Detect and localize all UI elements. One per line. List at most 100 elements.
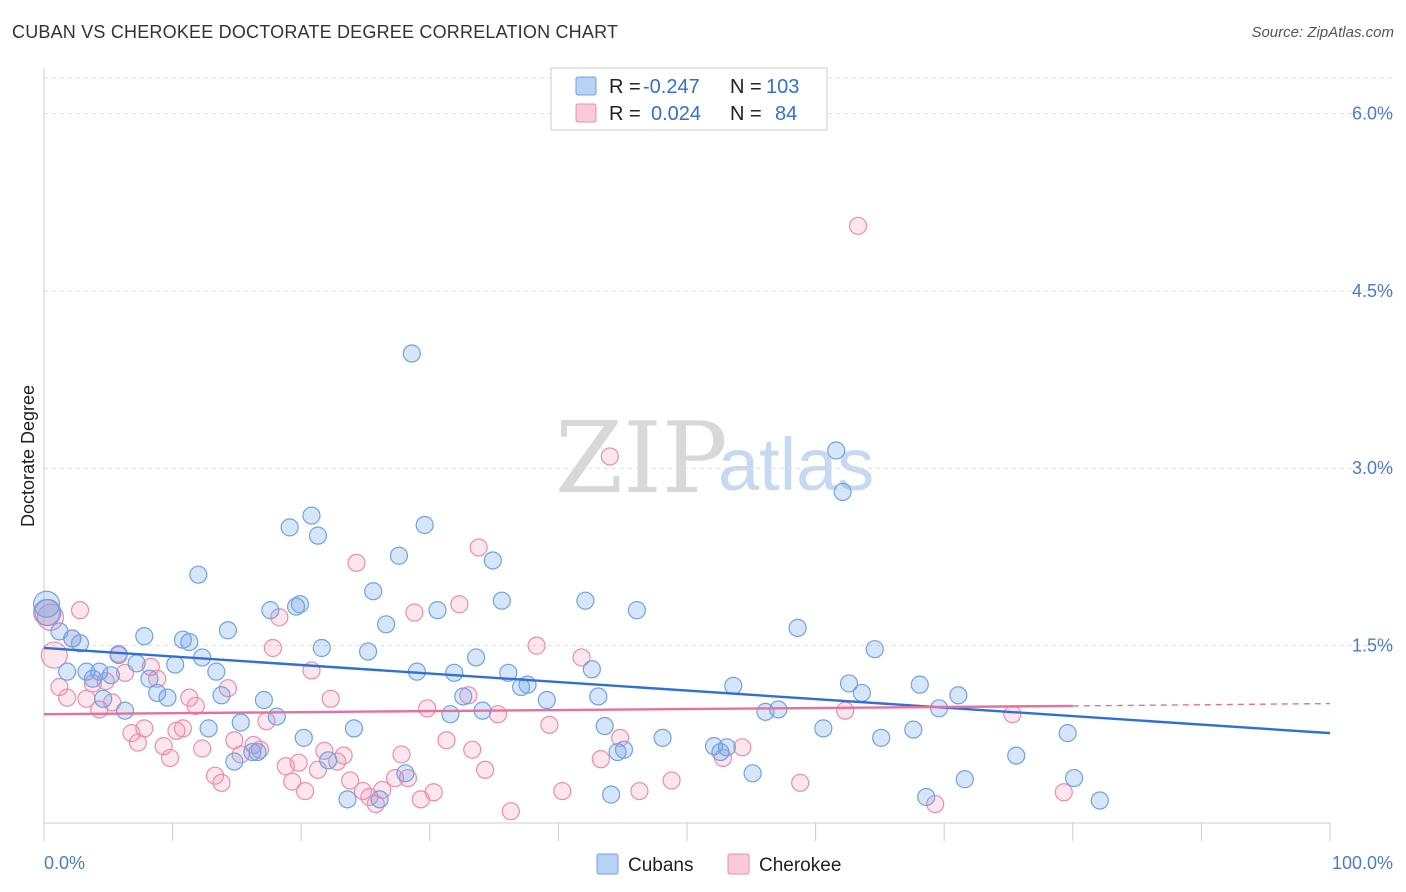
cherokee-point-69	[572, 648, 591, 667]
cherokee-point-70	[591, 750, 610, 769]
cherokee-point-61	[463, 740, 482, 759]
y-tick-label-0: 1.5%	[1352, 636, 1393, 656]
cherokee-point-81	[1054, 783, 1073, 802]
cuban-point-64	[537, 690, 556, 710]
cherokee-point-19	[154, 737, 173, 756]
cherokee-point-35	[270, 608, 289, 627]
cuban-point-14	[135, 627, 154, 646]
cuban-point-88	[872, 728, 891, 747]
cherokee-point-18	[148, 669, 167, 688]
cuban-point-42	[338, 790, 357, 809]
cherokee-point-20	[160, 748, 180, 768]
cuban-point-68	[595, 716, 614, 736]
axes	[43, 68, 1331, 841]
x-tick-label-min: 0.0%	[44, 853, 85, 873]
cherokee-point-38	[289, 753, 308, 772]
cuban-point-90	[910, 675, 929, 694]
cherokee-point-16	[135, 719, 154, 738]
cherokee-point-66	[527, 636, 546, 655]
cuban-point-71	[614, 740, 634, 759]
cuban-point-12	[115, 701, 135, 720]
cuban-point-98	[1090, 791, 1109, 810]
cherokee-point-59	[437, 731, 456, 750]
cherokee-point-22	[173, 719, 192, 738]
cuban-point-7	[83, 669, 102, 688]
cuban-point-30	[248, 742, 267, 762]
legend-r-value-cubans: -0.247	[643, 76, 700, 98]
cherokee-trend-line	[43, 704, 1073, 716]
cherokee-point-67	[540, 715, 559, 734]
correlation-legend: R = -0.247 N = 103 R = 0.024 N = 84	[550, 67, 828, 131]
cuban-point-20	[180, 632, 199, 652]
cherokee-point-71	[611, 728, 630, 747]
cuban-point-34	[280, 518, 299, 537]
cuban-point-41	[319, 751, 338, 770]
cuban-point-59	[483, 551, 502, 570]
chart-title: CUBAN VS CHEROKEE DOCTORATE DEGREE CORRE…	[12, 22, 619, 42]
y-tick-label-3: 6.0%	[1352, 103, 1393, 123]
cuban-point-86	[852, 683, 871, 703]
cuban-point-77	[724, 676, 743, 695]
cuban-point-43	[344, 719, 364, 738]
cherokee-point-80	[1003, 705, 1022, 724]
cuban-point-44	[358, 642, 378, 661]
cuban-point-67	[589, 687, 608, 706]
cherokee-point-47	[347, 553, 366, 572]
cuban-point-93	[949, 686, 968, 705]
cherokee-point-45	[334, 746, 353, 765]
cuban-point-89	[904, 720, 923, 739]
cuban-point-36	[290, 595, 310, 614]
cuban-point-9	[94, 689, 113, 708]
watermark-zip: ZIP	[555, 402, 728, 516]
cherokee-point-24	[186, 696, 205, 716]
cuban-point-40	[312, 638, 331, 658]
legend-r-value-cherokee: 0.024	[651, 103, 701, 125]
legend-swatch-cherokee	[575, 103, 597, 123]
cuban-point-96	[1058, 724, 1077, 743]
cuban-point-49	[396, 764, 415, 783]
cherokee-point-46	[340, 771, 360, 790]
cherokee-point-76	[791, 773, 810, 792]
cherokee-point-53	[392, 745, 411, 764]
y-tick-label-2: 4.5%	[1352, 281, 1393, 301]
cuban-point-33	[267, 707, 286, 726]
cuban-point-5	[70, 634, 90, 653]
cuban-point-11	[109, 645, 128, 665]
cherokee-point-62	[469, 538, 488, 557]
bottom-legend-label-cubans: Cubans	[628, 855, 694, 876]
cuban-point-1	[34, 598, 62, 627]
cherokee-point-68	[553, 781, 572, 801]
legend-r-label-cubans: R =	[609, 76, 641, 98]
cherokee-point-55	[405, 603, 424, 622]
cherokee-point-77	[836, 701, 855, 720]
cuban-point-97	[1064, 768, 1084, 788]
cuban-point-45	[364, 582, 383, 601]
cuban-point-25	[212, 686, 231, 705]
cuban-point-38	[302, 506, 321, 525]
cherokee-point-28	[218, 679, 237, 698]
cuban-point-55	[445, 663, 464, 682]
cuban-point-18	[166, 655, 185, 674]
cherokee-point-75	[733, 738, 752, 757]
cherokee-point-26	[205, 766, 225, 785]
cuban-point-54	[441, 705, 460, 724]
cuban-point-0	[32, 590, 61, 618]
cherokee-point-63	[475, 760, 495, 779]
cuban-point-91	[917, 787, 936, 807]
cherokee-point-27	[212, 773, 231, 792]
cherokee-point-79	[926, 794, 945, 814]
cuban-point-60	[492, 591, 511, 610]
cuban-point-61	[499, 663, 518, 682]
cuban-point-73	[653, 728, 672, 747]
cuban-point-95	[1007, 746, 1026, 765]
watermark-atlas: atlas	[718, 423, 874, 506]
legend-box	[550, 67, 828, 131]
cuban-point-52	[415, 515, 434, 535]
cherokee-point-42	[315, 741, 334, 760]
cuban-point-27	[225, 752, 244, 771]
cuban-point-3	[58, 662, 77, 681]
cuban-point-48	[389, 546, 409, 565]
cuban-point-87	[865, 640, 884, 659]
cuban-point-46	[370, 790, 389, 809]
cherokee-point-57	[418, 699, 437, 718]
